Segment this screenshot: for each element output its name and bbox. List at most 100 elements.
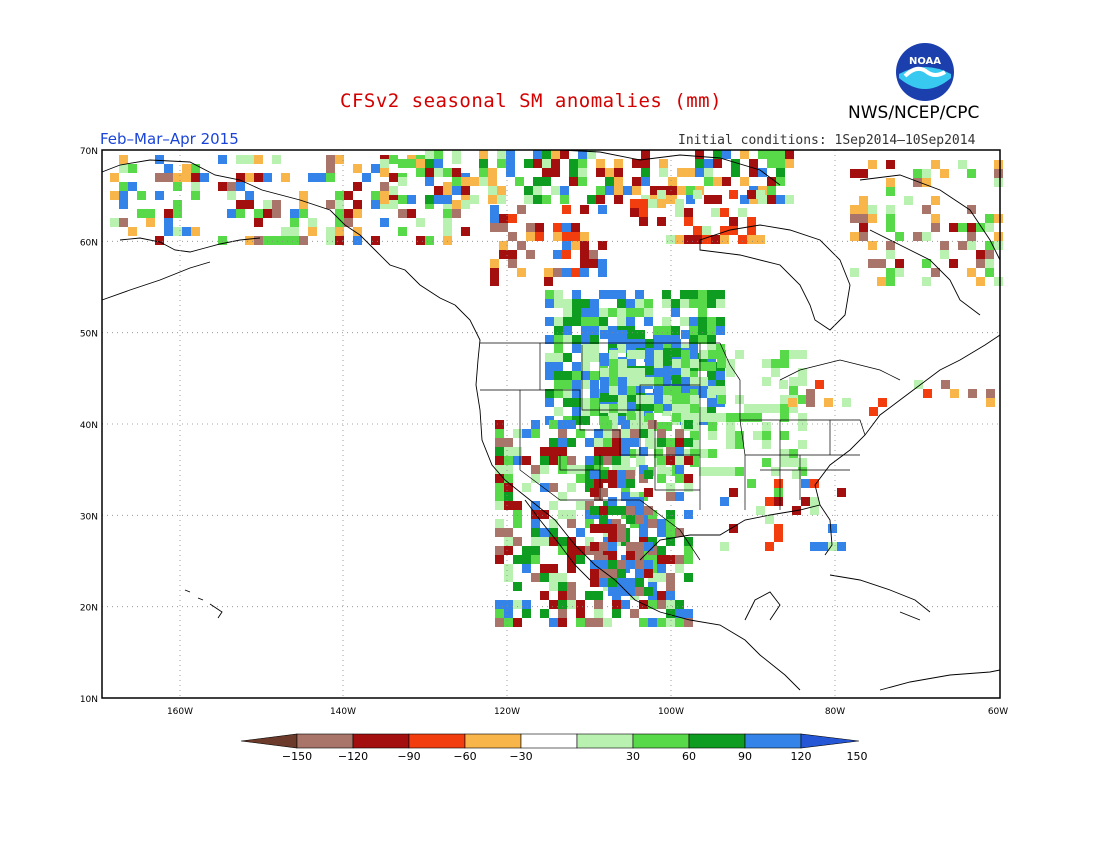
anomaly-cell bbox=[657, 465, 666, 474]
anomaly-cell bbox=[609, 413, 618, 422]
anomaly-cell bbox=[684, 510, 693, 519]
anomaly-cell bbox=[558, 438, 567, 447]
anomaly-cell bbox=[767, 195, 776, 204]
anomaly-cell bbox=[776, 177, 785, 186]
anomaly-cell bbox=[618, 384, 627, 393]
anomaly-cell bbox=[578, 168, 587, 177]
anomaly-cell bbox=[599, 362, 608, 371]
anomaly-cell bbox=[666, 456, 675, 465]
anomaly-cell bbox=[608, 533, 617, 542]
anomaly-cell bbox=[560, 195, 569, 204]
legend-bin bbox=[296, 733, 354, 749]
anomaly-cell bbox=[609, 359, 618, 368]
anomaly-cell bbox=[371, 236, 380, 245]
anomaly-cell bbox=[218, 155, 227, 164]
anomaly-cell bbox=[461, 177, 470, 186]
anomaly-cell bbox=[554, 317, 563, 326]
anomaly-cell bbox=[443, 195, 452, 204]
anomaly-cell bbox=[495, 519, 504, 528]
anomaly-cell bbox=[774, 524, 783, 533]
lon-label: 80W bbox=[825, 707, 845, 717]
anomaly-cell bbox=[618, 359, 627, 368]
anomaly-cell bbox=[707, 317, 716, 326]
anomaly-cell bbox=[635, 578, 644, 587]
anomaly-cell bbox=[645, 339, 654, 348]
anomaly-cell bbox=[666, 492, 675, 501]
anomaly-cell bbox=[495, 465, 504, 474]
anomaly-cell bbox=[576, 528, 585, 537]
anomaly-cell bbox=[740, 150, 749, 159]
anomaly-cell bbox=[581, 407, 590, 416]
anomaly-cell bbox=[675, 555, 684, 564]
anomaly-cell bbox=[985, 250, 994, 259]
anomaly-cell bbox=[720, 497, 729, 506]
anomaly-cell bbox=[895, 268, 904, 277]
anomaly-cell bbox=[335, 200, 344, 209]
anomaly-cell bbox=[922, 259, 931, 268]
anomaly-cell bbox=[146, 218, 155, 227]
anomaly-cell bbox=[707, 380, 716, 389]
anomaly-cell bbox=[801, 479, 810, 488]
anomaly-cell bbox=[155, 236, 164, 245]
anomaly-cell bbox=[508, 214, 517, 223]
anomaly-cell bbox=[785, 159, 794, 168]
anomaly-cell bbox=[553, 268, 562, 277]
anomaly-cell bbox=[654, 393, 663, 402]
anomaly-cell bbox=[542, 195, 551, 204]
anomaly-cell bbox=[729, 226, 738, 235]
anomaly-cell bbox=[859, 169, 868, 178]
anomaly-cell bbox=[299, 236, 308, 245]
anomaly-cell bbox=[690, 458, 699, 467]
anomaly-cell bbox=[967, 223, 976, 232]
anomaly-cell bbox=[182, 164, 191, 173]
anomaly-cell bbox=[173, 182, 182, 191]
anomaly-cell bbox=[578, 150, 587, 159]
anomaly-cell bbox=[713, 177, 722, 186]
anomaly-cell bbox=[590, 335, 599, 344]
anomaly-cell bbox=[869, 407, 878, 416]
anomaly-cell bbox=[726, 440, 735, 449]
anomaly-cell bbox=[434, 159, 443, 168]
anomaly-cell bbox=[716, 317, 725, 326]
anomaly-cell bbox=[774, 533, 783, 542]
anomaly-cell bbox=[940, 241, 949, 250]
anomaly-cell bbox=[913, 232, 922, 241]
anomaly-cell bbox=[479, 150, 488, 159]
anomaly-cell bbox=[499, 223, 508, 232]
agency-label: NWS/NCEP/CPC bbox=[848, 103, 980, 123]
anomaly-cell bbox=[618, 375, 627, 384]
anomaly-cell bbox=[859, 214, 868, 223]
anomaly-cell bbox=[644, 587, 653, 596]
anomaly-cell bbox=[636, 330, 645, 339]
anomaly-cell bbox=[648, 519, 657, 528]
anomaly-cell bbox=[549, 600, 558, 609]
anomaly-cell bbox=[994, 232, 1003, 241]
anomaly-cell bbox=[713, 150, 722, 159]
anomaly-cell bbox=[837, 542, 846, 551]
anomaly-cell bbox=[726, 467, 735, 476]
anomaly-cell bbox=[308, 218, 317, 227]
anomaly-cell bbox=[173, 227, 182, 236]
anomaly-cell bbox=[707, 371, 716, 380]
anomaly-cell bbox=[326, 164, 335, 173]
anomaly-cell bbox=[663, 467, 672, 476]
legend-tick: 90 bbox=[738, 750, 752, 763]
anomaly-cell bbox=[526, 232, 535, 241]
anomaly-cell bbox=[590, 299, 599, 308]
anomaly-cell bbox=[488, 168, 497, 177]
anomaly-cell bbox=[590, 308, 599, 317]
anomaly-cell bbox=[636, 395, 645, 404]
anomaly-cell bbox=[771, 368, 780, 377]
anomaly-cell bbox=[569, 177, 578, 186]
anomaly-cell bbox=[571, 223, 580, 232]
anomaly-cell bbox=[434, 186, 443, 195]
anomaly-cell bbox=[819, 542, 828, 551]
anomaly-cell bbox=[553, 223, 562, 232]
anomaly-cell bbox=[594, 483, 603, 492]
anomaly-cell bbox=[335, 155, 344, 164]
anomaly-cell bbox=[590, 488, 599, 497]
anomaly-cell bbox=[617, 578, 626, 587]
anomaly-cell bbox=[567, 555, 576, 564]
anomaly-cell bbox=[654, 339, 663, 348]
anomaly-cell bbox=[798, 422, 807, 431]
